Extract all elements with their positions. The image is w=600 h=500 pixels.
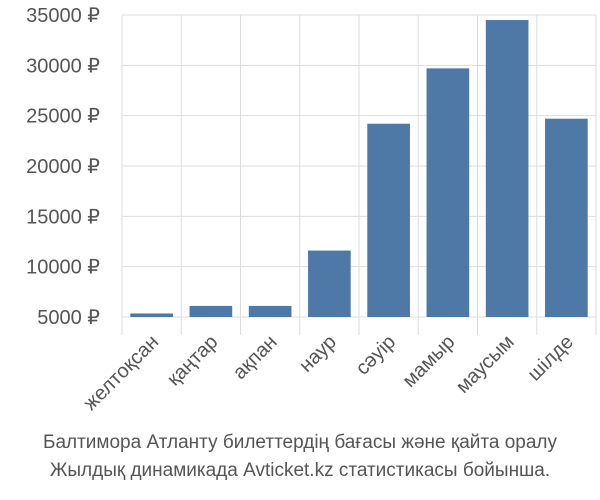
x-tick-label: мамыр [399, 331, 460, 392]
bar-0 [130, 313, 173, 317]
bar-4 [367, 123, 410, 317]
chart-caption-line-1: Балтимора Атланту билеттердің бағасы жән… [42, 432, 558, 453]
bar-3 [308, 250, 351, 317]
y-tick-labels: 5000 ₽ 10000 ₽ 15000 ₽ 20000 ₽ 25000 ₽ 30000 … [26, 5, 100, 329]
y-tick-label: 35000 ₽ [26, 5, 100, 27]
y-tick-label: 25000 ₽ [26, 106, 100, 128]
chart-caption-line-2: Жылдық динамикада Avticket.kz статистика… [49, 460, 551, 481]
x-tick-label: ақпан [229, 331, 282, 384]
bars [130, 20, 588, 318]
x-tick-labels: желтоқсан қаңтар ақпан наур сәуірмамырмаусым… [79, 331, 578, 415]
bar-chart: 5000 ₽ 10000 ₽ 15000 ₽ 20000 ₽ 25000 ₽ 30000 … [26, 5, 597, 415]
x-tick-label: қаңтар [163, 331, 222, 390]
bar-6 [485, 20, 529, 318]
y-tick-label: 15000 ₽ [26, 206, 100, 228]
bar-2 [248, 305, 292, 317]
bar-7 [545, 118, 588, 317]
bar-1 [189, 305, 233, 317]
y-tick-label: 20000 ₽ [26, 156, 100, 178]
grid-lines [121, 14, 597, 335]
y-tick-label: 10000 ₽ [26, 257, 100, 279]
bar-5 [426, 68, 470, 317]
y-tick-label: 30000 ₽ [26, 55, 100, 77]
x-tick-label: желтоқсан [79, 331, 163, 415]
x-tick-label: сәуір [352, 331, 401, 380]
x-tick-label: шілде [523, 331, 577, 385]
x-tick-label: маусым [452, 331, 519, 398]
x-tick-label: наур [295, 331, 341, 377]
y-tick-label: 5000 ₽ [37, 307, 100, 329]
